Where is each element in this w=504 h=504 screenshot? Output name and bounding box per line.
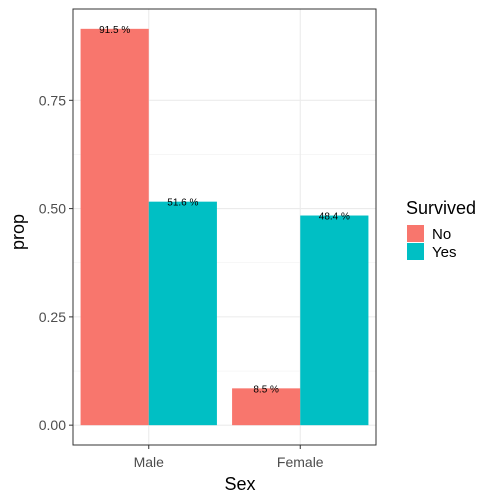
- x-axis: Male Female: [134, 445, 324, 470]
- data-labels: 91.5 % 51.6 % 8.5 % 48.4 %: [99, 25, 350, 396]
- legend-label-yes: Yes: [432, 244, 456, 261]
- legend-key-yes: [407, 243, 424, 260]
- x-tick-label: Male: [134, 454, 165, 470]
- legend-key-no: [407, 225, 424, 242]
- y-tick-label: 0.00: [39, 417, 66, 433]
- bar-yes-male: [148, 201, 217, 426]
- y-tick-label: 0.25: [39, 309, 66, 325]
- y-tick-label: 0.75: [39, 92, 66, 108]
- bar-no-female: [232, 388, 301, 426]
- panel-border: [72, 8, 377, 446]
- data-label: 8.5 %: [253, 384, 279, 395]
- legend-label-no: No: [432, 226, 451, 243]
- y-tick-label: 0.50: [39, 201, 66, 217]
- x-tick-label: Female: [277, 454, 324, 470]
- bars: [80, 28, 369, 426]
- x-axis-title: Sex: [224, 474, 255, 494]
- data-label: 48.4 %: [319, 212, 350, 223]
- bar-no-male: [80, 28, 149, 426]
- y-axis: 0.00 0.25 0.50 0.75: [39, 92, 73, 433]
- data-label: 91.5 %: [99, 25, 130, 36]
- bar-yes-female: [300, 215, 369, 426]
- data-label: 51.6 %: [167, 198, 198, 209]
- legend-title: Survived: [406, 198, 476, 218]
- y-axis-title: prop: [8, 214, 28, 250]
